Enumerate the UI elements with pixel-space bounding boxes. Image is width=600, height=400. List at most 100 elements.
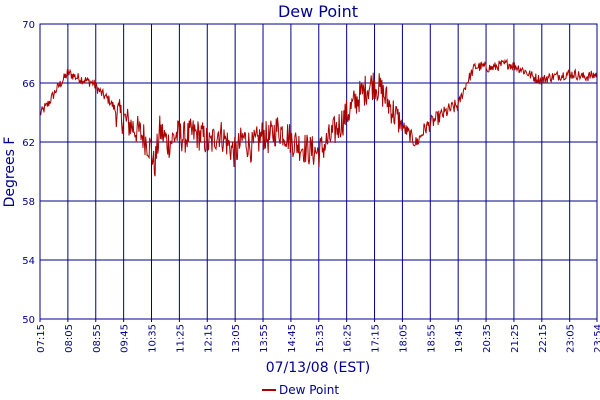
data-point [391, 107, 393, 109]
x-tick-label: 10:35 [148, 324, 159, 353]
data-point [466, 82, 468, 84]
data-point [441, 115, 443, 117]
data-point [351, 106, 353, 108]
x-tick-label: 18:05 [398, 324, 409, 353]
data-point [159, 129, 161, 131]
data-point [360, 94, 362, 96]
data-point [457, 104, 459, 106]
y-axis-label: Degrees F [2, 137, 18, 208]
series-layer [39, 58, 598, 177]
x-tick-label: 23:05 [566, 324, 577, 353]
data-point [499, 65, 501, 67]
data-point [285, 132, 287, 134]
x-tick-label: 16:25 [343, 324, 354, 353]
legend: Dew Point [262, 383, 339, 397]
data-point [184, 137, 186, 139]
data-point [101, 93, 103, 95]
x-tick-label: 07:15 [36, 324, 47, 353]
data-point [508, 63, 510, 65]
data-point [234, 153, 236, 155]
x-tick-label: 23:54 [593, 324, 600, 353]
data-point [167, 143, 169, 145]
data-point [209, 144, 211, 146]
data-point [407, 132, 409, 134]
data-point [193, 132, 195, 134]
data-point [474, 66, 476, 68]
data-point [318, 152, 320, 154]
data-point [343, 118, 345, 120]
data-point [591, 75, 593, 77]
data-point [201, 135, 203, 137]
data-point [276, 128, 278, 130]
y-tick-label: 54 [22, 256, 35, 267]
y-tick-label: 50 [22, 315, 35, 326]
x-tick-label: 13:55 [259, 324, 270, 353]
x-axis-label: 07/13/08 (EST) [266, 360, 371, 376]
x-tick-label: 17:15 [371, 324, 382, 353]
x-tick-label: 12:15 [203, 324, 214, 353]
data-point [310, 150, 312, 152]
data-point [483, 66, 485, 68]
x-tick-label: 11:25 [175, 324, 186, 353]
x-tick-label: 15:35 [315, 324, 326, 353]
data-point [382, 93, 384, 95]
data-point [374, 82, 376, 84]
data-point [491, 68, 493, 70]
data-point [151, 149, 153, 151]
data-point [84, 79, 86, 81]
data-point [432, 121, 434, 123]
data-point [368, 85, 370, 87]
y-tick-label: 58 [22, 197, 35, 208]
data-point [251, 147, 253, 149]
x-tick-label: 19:45 [454, 324, 465, 353]
chart-title: Dew Point [278, 2, 358, 21]
y-tick-label: 70 [22, 20, 35, 31]
data-point [56, 88, 58, 90]
data-point [134, 128, 136, 130]
y-tick-label: 66 [22, 79, 35, 90]
x-tick-labels: 07:15 08:05 08:55 09:45 10:35 11:25 12:15 13:05… [36, 324, 600, 353]
data-point [109, 100, 111, 102]
data-point [566, 73, 568, 75]
grid-lines [39, 23, 598, 322]
data-point [583, 76, 585, 78]
data-point [549, 76, 551, 78]
x-tick-label: 09:45 [120, 324, 131, 353]
data-point [226, 141, 228, 143]
data-point [243, 137, 245, 139]
data-point [575, 73, 577, 75]
x-tick-label: 13:05 [231, 324, 242, 353]
y-tick-label: 62 [22, 138, 35, 149]
x-tick-label: 20:35 [482, 324, 493, 353]
legend-label: Dew Point [279, 383, 339, 397]
data-point [424, 128, 426, 130]
series-line-dew-point [39, 58, 598, 177]
data-point [558, 75, 560, 77]
data-point [335, 129, 337, 131]
data-point [301, 146, 303, 148]
data-point [126, 121, 128, 123]
data-point [92, 82, 94, 84]
x-tick-label: 22:15 [538, 324, 549, 353]
data-point [75, 76, 77, 78]
data-point [48, 103, 50, 105]
data-point [524, 70, 526, 72]
data-point [67, 72, 69, 74]
data-point [154, 168, 156, 170]
data-point [268, 138, 270, 140]
x-tick-label: 08:05 [64, 324, 75, 353]
y-tick-labels: 50 54 58 62 66 70 [22, 20, 35, 326]
data-point [533, 76, 535, 78]
x-tick-label: 08:55 [92, 324, 103, 353]
data-point [117, 113, 119, 115]
x-tick-label: 21:25 [510, 324, 521, 353]
data-point [142, 135, 144, 137]
data-point [176, 134, 178, 136]
data-point [64, 76, 66, 78]
data-point [541, 79, 543, 81]
data-point [399, 122, 401, 124]
data-point [416, 143, 418, 145]
data-point [326, 141, 328, 143]
data-point [449, 109, 451, 111]
